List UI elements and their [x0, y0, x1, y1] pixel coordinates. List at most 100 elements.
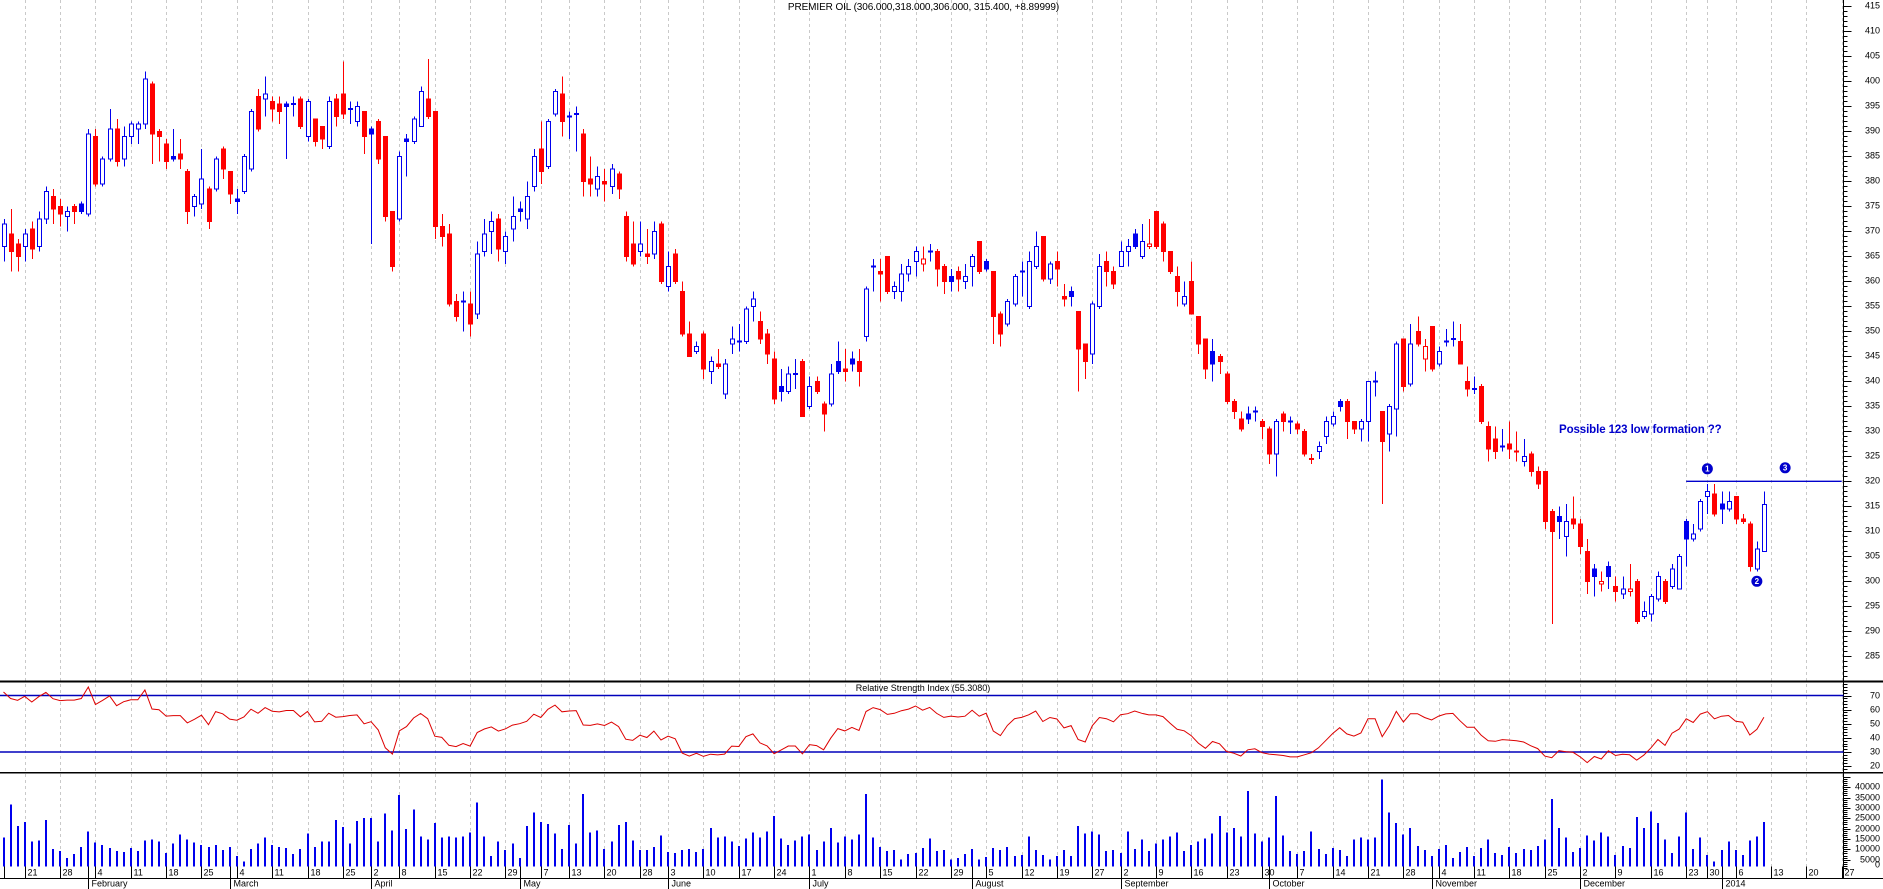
- candle-body: [772, 358, 777, 400]
- candle-body: [836, 360, 841, 372]
- candle-body: [199, 178, 204, 205]
- candle-body: [1387, 405, 1392, 435]
- volume-bar: [172, 843, 174, 867]
- candle-body: [807, 385, 812, 407]
- volume-bar: [1268, 837, 1270, 867]
- candle-body: [1755, 548, 1760, 570]
- candle-body: [1062, 295, 1067, 300]
- volume-bar: [405, 829, 407, 867]
- volume-bar: [1014, 856, 1016, 867]
- week-day-label: 8: [847, 867, 853, 877]
- candle-body: [143, 78, 148, 125]
- volume-bar: [936, 850, 938, 867]
- candle-body: [249, 110, 254, 170]
- candle-body: [16, 243, 21, 257]
- volume-bar: [1226, 832, 1228, 867]
- month-label: 2014: [1725, 878, 1746, 889]
- volume-bar: [1310, 831, 1312, 867]
- week-day-label: 4: [1441, 867, 1447, 877]
- volume-bar: [1197, 841, 1199, 867]
- week-day-label: 22: [918, 867, 929, 877]
- volume-bar: [1289, 850, 1291, 867]
- rsi-axis-label: 60: [1869, 704, 1880, 715]
- volume-bar: [1706, 855, 1708, 867]
- candle-body: [1670, 568, 1675, 587]
- week-day-label: 30: [1264, 867, 1275, 877]
- price-axis-label: 370: [1864, 225, 1880, 236]
- candle-body: [1083, 343, 1088, 362]
- volume-bar: [186, 839, 188, 867]
- volume-bar: [844, 836, 846, 867]
- candle-body: [475, 253, 480, 315]
- volume-bar: [1650, 811, 1652, 867]
- volume-bar: [710, 828, 712, 867]
- volume-bar: [971, 848, 973, 867]
- candle-body: [157, 130, 162, 137]
- volume-bar: [915, 853, 917, 867]
- candle-body: [574, 112, 579, 115]
- price-axis-label: 360: [1864, 275, 1880, 286]
- week-day-label: 21: [27, 867, 38, 877]
- candle-body: [949, 275, 954, 282]
- candle-body: [1203, 338, 1208, 370]
- candle-body: [525, 195, 530, 220]
- candle-body: [263, 93, 268, 100]
- candle-body: [284, 103, 289, 107]
- candle-body: [1536, 470, 1541, 485]
- week-day-label: 18: [168, 867, 179, 877]
- candle-body: [1522, 455, 1527, 462]
- volume-bar: [45, 819, 47, 867]
- volume-bar: [1035, 849, 1037, 867]
- volume-bar: [328, 841, 330, 867]
- volume-bar: [1134, 848, 1136, 867]
- volume-bar: [215, 844, 217, 867]
- volume-bar: [1438, 848, 1440, 867]
- volume-bar: [674, 853, 676, 867]
- candle-body: [1748, 523, 1753, 567]
- price-axis-label: 355: [1864, 300, 1880, 311]
- annotation-text: Possible 123 low formation ??: [1559, 424, 1722, 436]
- candle-body: [51, 195, 56, 210]
- volume-bar: [1445, 844, 1447, 867]
- volume-bar: [1593, 840, 1595, 867]
- candle-body: [1133, 233, 1138, 247]
- volume-bar: [582, 794, 584, 867]
- volume-bar: [1395, 823, 1397, 867]
- volume-bar: [695, 852, 697, 867]
- volume-bar: [285, 847, 287, 867]
- candle-body: [602, 180, 607, 185]
- week-day-label: 14: [1335, 867, 1346, 877]
- volume-bar: [540, 821, 542, 867]
- volume-bar: [1749, 840, 1751, 867]
- volume-bar: [335, 819, 337, 867]
- candle-body: [1281, 413, 1286, 422]
- candle-body: [1613, 585, 1618, 592]
- volume-bar: [950, 859, 952, 867]
- volume-bar: [94, 842, 96, 867]
- volume-bar: [87, 831, 89, 867]
- candle-body: [1578, 523, 1583, 547]
- volume-bar: [179, 834, 181, 867]
- volume-bar: [681, 849, 683, 867]
- candle-body: [341, 93, 346, 115]
- price-axis-label: 395: [1864, 100, 1880, 111]
- volume-bar: [264, 837, 266, 867]
- volume-bar: [985, 857, 987, 867]
- candle-body: [461, 300, 466, 303]
- candle-body: [1267, 428, 1272, 455]
- volume-bar: [1127, 831, 1129, 867]
- volume-bar: [547, 824, 549, 867]
- volume-bar: [229, 846, 231, 867]
- candle-body: [1408, 343, 1413, 385]
- price-axis-label: 300: [1864, 575, 1880, 586]
- volume-bar: [589, 832, 591, 867]
- candle-body: [553, 90, 558, 115]
- volume-bar: [646, 849, 648, 867]
- volume-bar: [1466, 846, 1468, 867]
- candle-body: [1055, 260, 1060, 270]
- rsi-line: [3, 685, 1765, 764]
- volume-bar: [1728, 841, 1730, 867]
- candle-body: [192, 195, 197, 207]
- week-day-label: 7: [543, 867, 549, 877]
